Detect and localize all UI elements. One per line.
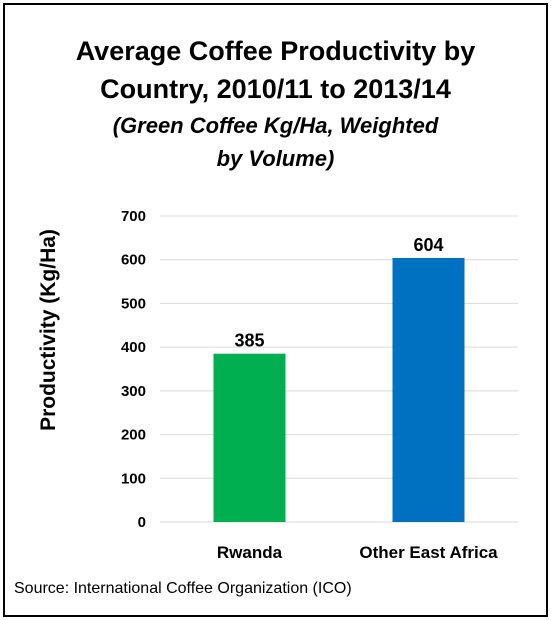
y-tick-label: 700 xyxy=(121,208,146,225)
y-tick-label: 0 xyxy=(138,514,146,531)
bar-rwanda xyxy=(213,353,286,522)
y-tick-label: 200 xyxy=(121,427,146,444)
y-tick-label: 500 xyxy=(121,295,146,312)
y-tick-label: 400 xyxy=(121,339,146,356)
x-axis-categories: Rwanda Other East Africa xyxy=(217,543,498,562)
y-axis-ticks: 0 100 200 300 400 500 600 700 xyxy=(121,208,146,531)
x-category-label: Rwanda xyxy=(217,543,283,562)
y-tick-label: 600 xyxy=(121,252,146,269)
x-category-label: Other East Africa xyxy=(359,543,498,562)
y-tick-label: 100 xyxy=(121,470,146,487)
bar-other-east-africa xyxy=(392,257,465,522)
y-tick-label: 300 xyxy=(121,383,146,400)
chart-subtitle-line-1: (Green Coffee Kg/Ha, Weighted xyxy=(112,113,439,138)
bars xyxy=(213,257,465,522)
chart-title-line-2: Country, 2010/11 to 2013/14 xyxy=(100,74,451,104)
data-label: 385 xyxy=(234,331,264,351)
data-label: 604 xyxy=(413,235,443,255)
chart-title-line-1: Average Coffee Productivity by xyxy=(75,36,476,66)
y-axis-title: Productivity (Kg/Ha) xyxy=(37,229,60,431)
data-labels: 385 604 xyxy=(234,235,443,351)
chart-subtitle-line-2: by Volume) xyxy=(216,146,335,171)
source-note: Source: International Coffee Organizatio… xyxy=(14,580,352,597)
